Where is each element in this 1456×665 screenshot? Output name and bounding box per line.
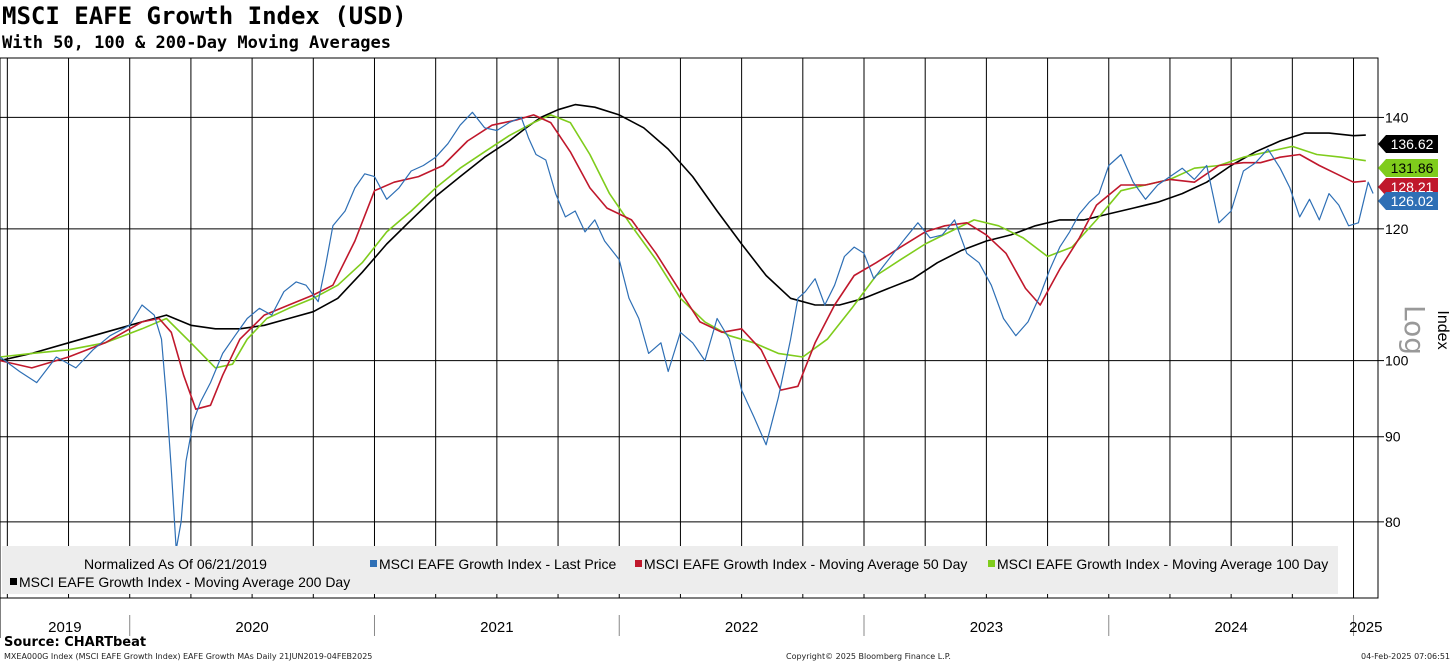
series-line-ma100	[0, 114, 1366, 369]
year-label: 2019	[48, 619, 81, 636]
y-axis-label: Index	[1434, 310, 1451, 349]
legend-item-ma100: MSCI EAFE Growth Index - Moving Average …	[988, 556, 1328, 572]
legend-label: MSCI EAFE Growth Index - Moving Average …	[19, 574, 350, 590]
tag-value: 128.21	[1391, 179, 1434, 195]
legend-background	[2, 546, 1338, 594]
y-tick-label: 120	[1385, 221, 1409, 237]
year-label: 2020	[235, 619, 268, 636]
footer-meta: MXEA000G Index (MSCI EAFE Growth Index) …	[4, 652, 373, 661]
tag-value: 131.86	[1391, 160, 1434, 176]
legend-label: MSCI EAFE Growth Index - Moving Average …	[644, 556, 967, 572]
legend-swatch	[10, 578, 17, 585]
x-axis: 2019 2020 2021 2022 2023 2024 2025	[0, 598, 1382, 638]
tag-shape	[1378, 135, 1438, 153]
legend-swatch	[370, 560, 377, 567]
series-line-ma50	[0, 114, 1366, 411]
tag-value: 136.62	[1391, 136, 1434, 152]
legend-item-price: MSCI EAFE Growth Index - Last Price	[370, 556, 617, 572]
last-value-tag-price: 126.02	[1378, 192, 1438, 210]
footer-timestamp: 04-Feb-2025 07:06:51	[1361, 652, 1450, 661]
last-value-tag-ma100: 131.86	[1378, 159, 1438, 177]
series-line-price	[0, 111, 1374, 551]
last-value-tag-ma50: 128.21	[1378, 178, 1438, 196]
y-axis: 80 90 100 120 140	[1378, 109, 1409, 530]
y-tick-label: 140	[1385, 109, 1409, 125]
legend-swatch	[988, 560, 995, 567]
y-tick-label: 80	[1385, 514, 1401, 530]
last-value-tag-ma200: 136.62	[1378, 135, 1438, 153]
y-tick-label: 90	[1385, 429, 1401, 445]
normalized-note: Normalized As Of 06/21/2019	[84, 556, 267, 572]
legend: Normalized As Of 06/21/2019 MSCI EAFE Gro…	[2, 546, 1338, 594]
chart-title: MSCI EAFE Growth Index (USD)	[2, 2, 407, 30]
legend-swatch	[635, 560, 642, 567]
year-label: 2024	[1214, 619, 1247, 636]
series-lines	[0, 103, 1374, 551]
chart-subtitle: With 50, 100 & 200-Day Moving Averages	[2, 33, 391, 53]
tag-value: 126.02	[1391, 193, 1434, 209]
tag-shape	[1378, 159, 1438, 177]
series-line-ma200	[0, 103, 1366, 362]
footer-copyright: Copyright© 2025 Bloomberg Finance L.P.	[786, 652, 951, 661]
tag-shape	[1378, 178, 1438, 196]
legend-item-ma200: MSCI EAFE Growth Index - Moving Average …	[10, 574, 350, 590]
legend-label: MSCI EAFE Growth Index - Moving Average …	[997, 556, 1328, 572]
source-note: Source: CHARTbeat	[4, 635, 147, 650]
legend-item-ma50: MSCI EAFE Growth Index - Moving Average …	[635, 556, 967, 572]
y-tick-label: 100	[1385, 353, 1409, 369]
legend-label: MSCI EAFE Growth Index - Last Price	[379, 556, 617, 572]
year-label: 2022	[725, 619, 758, 636]
year-label: 2023	[970, 619, 1003, 636]
log-scale-note: Log	[1398, 305, 1431, 355]
year-label: 2025	[1349, 619, 1382, 636]
year-label: 2021	[480, 619, 513, 636]
tag-shape	[1378, 192, 1438, 210]
